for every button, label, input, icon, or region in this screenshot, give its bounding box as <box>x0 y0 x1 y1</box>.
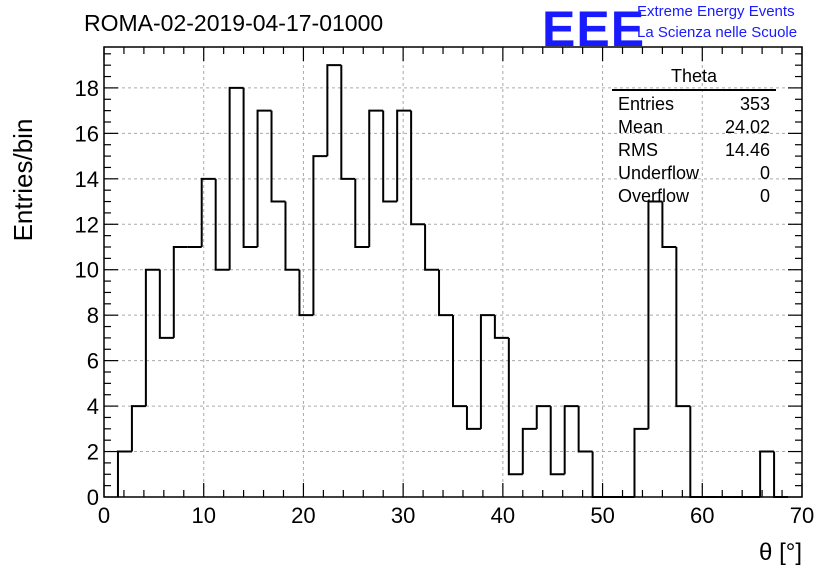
stats-value: 353 <box>739 94 770 114</box>
stats-label: RMS <box>618 140 658 160</box>
histogram-bin <box>633 427 649 497</box>
histogram-bin <box>661 201 677 248</box>
stats-box: Theta Entries 353 Mean 24.02 RMS 14.46 Unde… <box>612 66 776 208</box>
histogram-bin <box>465 406 481 430</box>
histogram-bin <box>256 109 272 247</box>
histogram-bin <box>647 200 663 429</box>
histogram-bin <box>577 406 593 453</box>
histogram-bin <box>158 269 174 339</box>
histogram-bin <box>228 86 244 270</box>
stats-row-underflow: Underflow 0 <box>612 162 776 185</box>
x-tick-label: 40 <box>491 503 515 528</box>
histogram-bin <box>270 110 286 203</box>
stats-row-rms: RMS 14.46 <box>612 139 776 162</box>
x-tick-labels: 0 10 20 30 40 50 60 70 <box>98 503 814 528</box>
eee-logo: EEE <box>542 1 646 57</box>
histogram-bin <box>326 64 342 157</box>
stats-title: Theta <box>612 66 776 91</box>
histogram-bin <box>242 87 258 248</box>
stats-row-mean: Mean 24.02 <box>612 116 776 139</box>
stats-value: 24.02 <box>724 117 770 137</box>
stats-label: Entries <box>618 94 675 114</box>
y-tick-label: 18 <box>75 76 99 101</box>
y-tick-label: 0 <box>87 485 99 510</box>
histogram-bin <box>591 451 607 498</box>
stats-row-overflow: Overflow 0 <box>612 185 776 208</box>
y-tick-label: 8 <box>87 303 99 328</box>
histogram-bin <box>535 405 551 429</box>
histogram-bin <box>759 450 775 497</box>
histogram-bin <box>773 451 789 498</box>
y-tick-label: 12 <box>75 212 99 237</box>
x-tick-label: 60 <box>690 503 714 528</box>
x-tick-label: 10 <box>191 503 215 528</box>
stats-row-entries: Entries 353 <box>612 93 776 116</box>
histogram-bin <box>200 177 216 247</box>
histogram-bin <box>298 269 314 317</box>
logo-line-1: Extreme Energy Events <box>637 3 795 20</box>
y-tick-label: 2 <box>87 440 99 465</box>
plot-frame <box>103 46 803 498</box>
histogram-bin <box>549 406 565 476</box>
x-axis-label: θ [°] <box>759 539 802 566</box>
x-tick-label: 50 <box>590 503 614 528</box>
stats-label: Underflow <box>618 163 700 183</box>
axis-ticks <box>103 47 803 498</box>
x-tick-label: 70 <box>790 503 814 528</box>
histogram-bin <box>340 65 356 180</box>
histogram-bin <box>214 178 230 271</box>
histogram-bin <box>675 247 691 408</box>
histogram-bin <box>312 155 328 316</box>
y-tick-label: 10 <box>75 258 99 283</box>
y-tick-label: 14 <box>75 167 99 192</box>
histogram-bin <box>493 315 509 339</box>
histogram-bin <box>172 246 188 338</box>
histogram-bin <box>396 109 412 202</box>
x-tick-label: 30 <box>391 503 415 528</box>
y-tick-label: 16 <box>75 121 99 146</box>
histogram-bin <box>452 315 467 408</box>
stats-label: Mean <box>618 117 664 137</box>
stats-value: 0 <box>759 186 770 206</box>
stats-value: 14.46 <box>724 140 770 160</box>
x-tick-label: 20 <box>291 503 315 528</box>
histogram-bin <box>144 268 160 407</box>
stats-value: 0 <box>759 163 770 183</box>
histogram-bin <box>479 314 495 429</box>
stats-label: Overflow <box>618 186 690 206</box>
y-axis-label: Entries/bin <box>8 119 38 242</box>
histogram-bin <box>382 110 398 203</box>
y-tick-label: 4 <box>87 394 99 419</box>
histogram-bin <box>507 337 523 476</box>
histogram-bin <box>116 450 132 497</box>
histogram-bin <box>368 109 384 247</box>
histogram-bin <box>438 269 453 317</box>
x-tick-label: 0 <box>98 503 110 528</box>
logo-line-2: La Scienza nelle Scuole <box>637 24 798 41</box>
histogram-bin <box>521 427 537 475</box>
chart-title: ROMA-02-2019-04-17-01000 <box>84 10 384 36</box>
histogram-bin <box>284 201 300 271</box>
histogram-bin <box>130 405 146 452</box>
histogram-bin <box>410 110 426 226</box>
histogram-bin <box>563 405 579 475</box>
y-tick-label: 6 <box>87 349 99 374</box>
histogram-bin <box>424 224 440 271</box>
histogram-bin <box>354 178 370 248</box>
y-tick-labels: 0 2 4 6 8 10 12 14 16 18 <box>75 76 99 510</box>
